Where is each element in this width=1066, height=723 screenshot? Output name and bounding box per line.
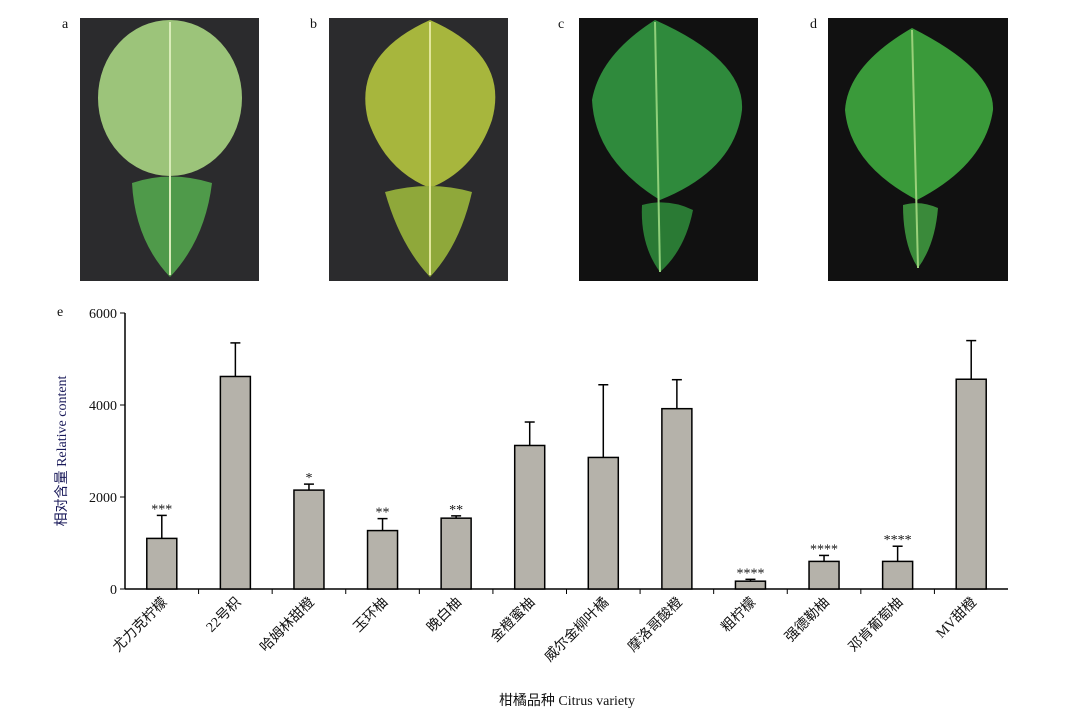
bar <box>881 560 914 590</box>
y-axis-label: 相对含量 Relative content <box>54 375 70 526</box>
bar <box>513 444 546 590</box>
bar <box>219 375 252 590</box>
x-tick-label: 金橙蜜柚 <box>488 595 539 646</box>
x-tick-label: 摩洛哥酸橙 <box>624 594 686 656</box>
leaf <box>903 203 938 268</box>
x-tick-label: 尤力克柠檬 <box>110 595 171 656</box>
panel-label: b <box>310 17 317 32</box>
error-bar <box>451 515 462 519</box>
bar <box>146 537 178 590</box>
x-tick-label: 强德勒柚 <box>782 595 833 646</box>
x-tick-label: 玉环柚 <box>350 595 391 636</box>
bar <box>440 517 472 590</box>
bar <box>734 580 767 590</box>
error-bar <box>598 384 609 458</box>
panel-label: c <box>558 17 564 32</box>
x-axis-label: 柑橘品种 Citrus variety <box>499 693 635 709</box>
bar <box>955 378 987 590</box>
bar <box>661 407 693 590</box>
leaf-photos <box>80 18 1008 281</box>
x-tick-label: 22号枳 <box>203 595 244 636</box>
x-tick-label: 粗柠檬 <box>718 595 759 636</box>
bar <box>587 456 620 590</box>
x-tick-label: 威尔金柳叶橘 <box>541 594 612 665</box>
panel-label: e <box>57 305 63 320</box>
error-bar <box>671 378 682 409</box>
error-bar <box>303 483 314 491</box>
significance-label: ** <box>376 506 390 521</box>
y-tick-label: 6000 <box>89 307 117 322</box>
x-tick-label: 哈姆林甜橙 <box>257 595 318 656</box>
leaf <box>592 20 743 200</box>
bar <box>293 489 325 590</box>
error-bar <box>966 339 977 380</box>
leaf <box>385 186 472 277</box>
bar <box>366 529 399 590</box>
leaf <box>132 176 212 277</box>
error-bar <box>892 545 903 562</box>
panel-label: d <box>810 17 817 32</box>
significance-label: * <box>305 471 312 486</box>
leaf-vein <box>911 29 919 269</box>
error-bar <box>230 342 241 377</box>
panel-label: a <box>62 17 69 32</box>
error-bar <box>156 514 167 539</box>
significance-label: *** <box>151 502 172 517</box>
error-bar <box>377 517 388 531</box>
error-bar <box>745 578 756 582</box>
x-tick-label: 晚白柚 <box>424 595 465 636</box>
significance-label: **** <box>736 566 764 581</box>
error-bar <box>819 554 830 562</box>
x-tick-label: 邓肯葡萄柚 <box>846 595 907 656</box>
x-tick-label: MV甜橙 <box>933 595 980 642</box>
error-bar <box>524 421 535 446</box>
y-tick-label: 2000 <box>89 491 117 506</box>
significance-label: **** <box>810 542 838 557</box>
y-tick-label: 0 <box>110 583 117 598</box>
significance-label: ** <box>449 503 463 518</box>
leaf-vein <box>654 21 661 273</box>
leaf <box>641 202 693 272</box>
y-tick-label: 4000 <box>89 399 117 414</box>
leaf <box>845 28 994 200</box>
significance-label: **** <box>884 533 912 548</box>
bar <box>808 560 840 590</box>
